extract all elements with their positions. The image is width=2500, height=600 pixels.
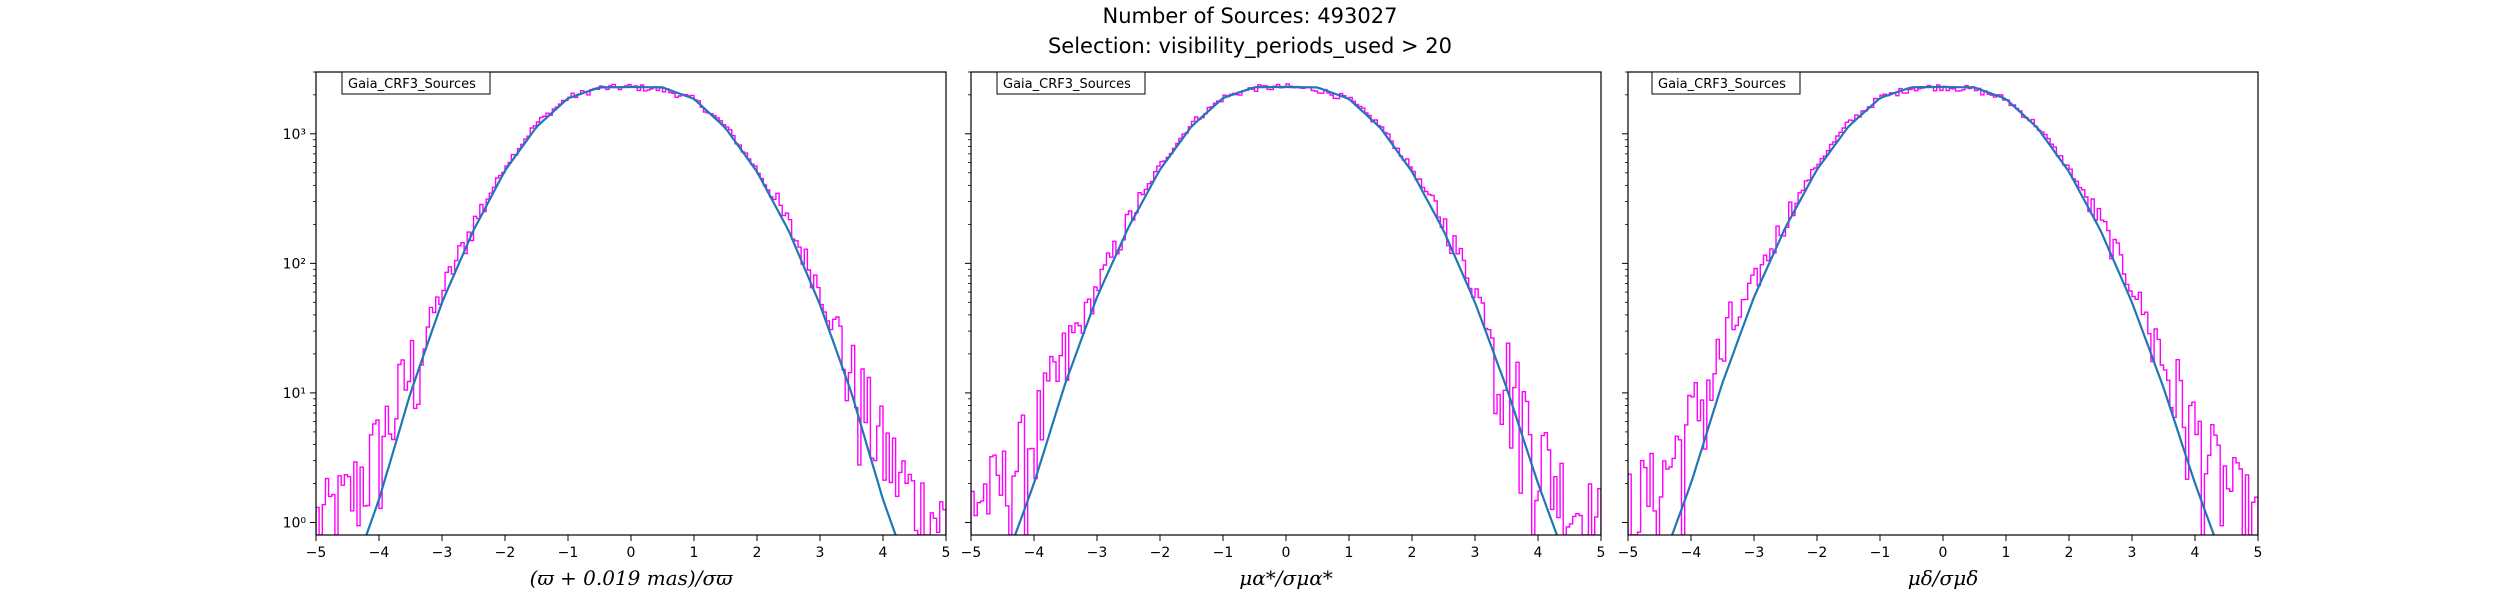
legend-box	[996, 71, 1146, 95]
x-tick-label: 2	[1408, 545, 1417, 561]
gaussian-fit-line	[1671, 85, 2215, 535]
x-tick-label: 1	[2002, 545, 2011, 561]
x-tick-label: −4	[369, 545, 390, 561]
x-axis-label: (ϖ + 0.019 mas)/σϖ	[530, 566, 734, 590]
legend-box	[341, 71, 491, 95]
axes-frame	[315, 71, 947, 536]
x-tick-label: −5	[961, 545, 982, 561]
legend: Gaia_CRF3_Sources	[996, 71, 1146, 95]
legend-label: Gaia_CRF3_Sources	[1003, 77, 1131, 92]
histogram-series	[971, 83, 1601, 535]
y-tick-label: 10¹	[283, 386, 306, 402]
y-tick-label: 10⁰	[283, 515, 307, 531]
plot-area	[971, 83, 1601, 535]
gaussian-fit-line	[365, 85, 897, 535]
axes-frame	[970, 71, 1602, 536]
x-tick-label: −1	[1213, 545, 1234, 561]
x-tick-label: 3	[2128, 545, 2137, 561]
chart-panel-1: −5 −4 −3 −2 −1 0 1 2 3 4 5 10⁰ 10¹ 10² 10³ (ϖ + 0.019 m…	[283, 71, 951, 590]
x-tick-label: 2	[753, 545, 762, 561]
x-tick-label: 2	[2065, 545, 2074, 561]
legend-box	[1651, 71, 1801, 95]
x-tick-label: 3	[816, 545, 825, 561]
x-tick-label: −2	[1150, 545, 1171, 561]
y-tick-label: 10²	[283, 256, 306, 272]
x-tick-label: −1	[1870, 545, 1891, 561]
x-axis-label: μα*/σμα*	[1239, 566, 1332, 590]
y-tick-label: 10³	[283, 127, 306, 143]
x-tick-label: 4	[879, 545, 888, 561]
figure-subtitle: Selection: visibility_periods_used > 20	[1047, 34, 1453, 58]
x-tick-label: −4	[1024, 545, 1045, 561]
x-axis-label: μδ/σμδ	[1908, 566, 1978, 590]
x-tick-label: 3	[1471, 545, 1480, 561]
plot-area	[316, 83, 946, 535]
x-tick-label: 5	[942, 545, 951, 561]
x-tick-label: 4	[2191, 545, 2200, 561]
x-tick-label: −3	[1087, 545, 1108, 561]
x-tick-label: −3	[1744, 545, 1765, 561]
x-tick-label: 0	[1939, 545, 1948, 561]
chart-panel-2: −5 −4 −3 −2 −1 0 1 2 3 4 5 μα*/σμα* Gaia_CRF3_Source…	[961, 71, 1606, 590]
figure-title: Number of Sources: 493027	[1102, 4, 1398, 28]
x-tick-label: −4	[1681, 545, 1702, 561]
legend-label: Gaia_CRF3_Sources	[1658, 77, 1786, 92]
chart-panel-3: −5 −4 −3 −2 −1 0 1 2 3 4 5 μδ/σμδ Gaia_CRF3_Sources	[1618, 71, 2263, 590]
axes-frame	[1627, 71, 2259, 536]
x-tick-label: −3	[432, 545, 453, 561]
x-tick-label: 0	[627, 545, 636, 561]
x-tick-label: 5	[2254, 545, 2263, 561]
legend: Gaia_CRF3_Sources	[341, 71, 491, 95]
legend-label: Gaia_CRF3_Sources	[348, 77, 476, 92]
x-tick-label: 4	[1534, 545, 1543, 561]
x-tick-label: −2	[1807, 545, 1828, 561]
x-tick-label: 1	[690, 545, 699, 561]
histogram-series	[1628, 84, 2258, 535]
x-tick-label: 5	[1597, 545, 1606, 561]
x-tick-label: 1	[1345, 545, 1354, 561]
histogram-series	[316, 83, 946, 535]
x-tick-label: −1	[558, 545, 579, 561]
x-tick-label: −5	[1618, 545, 1639, 561]
x-tick-label: 0	[1282, 545, 1291, 561]
legend: Gaia_CRF3_Sources	[1651, 71, 1801, 95]
gaussian-fit-line	[1014, 85, 1558, 535]
plot-area	[1628, 84, 2258, 535]
x-tick-label: −5	[306, 545, 327, 561]
x-tick-label: −2	[495, 545, 516, 561]
